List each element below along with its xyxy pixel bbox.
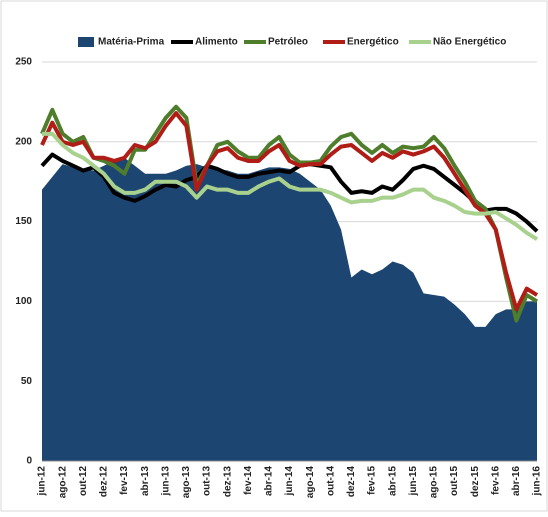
x-tick-label: dez-14 <box>346 466 357 498</box>
x-tick-label: ago-15 <box>429 466 440 499</box>
x-tick-label: abr-13 <box>140 466 151 496</box>
x-tick-label: jun-15 <box>408 466 419 497</box>
y-tick-label: 0 <box>26 456 32 467</box>
x-tick-label: out-15 <box>449 466 460 496</box>
x-tick-label: fev-15 <box>367 466 378 495</box>
y-tick-label: 100 <box>15 296 32 307</box>
x-tick-label: out-12 <box>78 466 89 496</box>
x-tick-label: jun-12 <box>37 466 48 497</box>
legend-label: Petróleo <box>268 37 308 48</box>
x-tick-label: jun-14 <box>284 466 295 497</box>
x-tick-label: abr-14 <box>264 466 275 496</box>
x-tick-label: abr-16 <box>511 466 522 496</box>
x-tick-label: ago-13 <box>181 466 192 499</box>
x-tick-label: dez-12 <box>99 466 110 498</box>
area <box>42 157 537 461</box>
y-tick-label: 250 <box>15 57 32 68</box>
x-tick-label: fev-13 <box>119 466 130 495</box>
x-tick-label: jun-13 <box>160 466 171 497</box>
x-tick-label: dez-15 <box>470 466 481 498</box>
x-tick-label: out-14 <box>325 466 336 496</box>
y-tick-label: 50 <box>21 376 33 387</box>
y-tick-label: 200 <box>15 136 32 147</box>
series-line <box>40 104 539 323</box>
series-line <box>42 131 539 241</box>
x-tick-label: ago-12 <box>57 466 68 499</box>
x-tick-label: abr-15 <box>387 466 398 496</box>
legend-label: Não Energético <box>433 37 506 48</box>
y-tick-label: 150 <box>15 216 32 227</box>
series-line <box>40 111 539 312</box>
series-line <box>40 152 539 233</box>
legend-label: Alimento <box>195 37 238 48</box>
x-tick-label: out-13 <box>202 466 213 496</box>
x-tick-label: jun-16 <box>532 466 543 497</box>
x-tick-label: fev-16 <box>490 466 501 495</box>
x-tick-label: ago-14 <box>305 466 316 499</box>
x-tick-label: dez-13 <box>222 466 233 498</box>
legend-label: Matéria-Prima <box>98 37 165 48</box>
legend-swatch <box>78 37 94 47</box>
legend-label: Energético <box>347 37 399 48</box>
x-tick-label: fev-14 <box>243 466 254 495</box>
